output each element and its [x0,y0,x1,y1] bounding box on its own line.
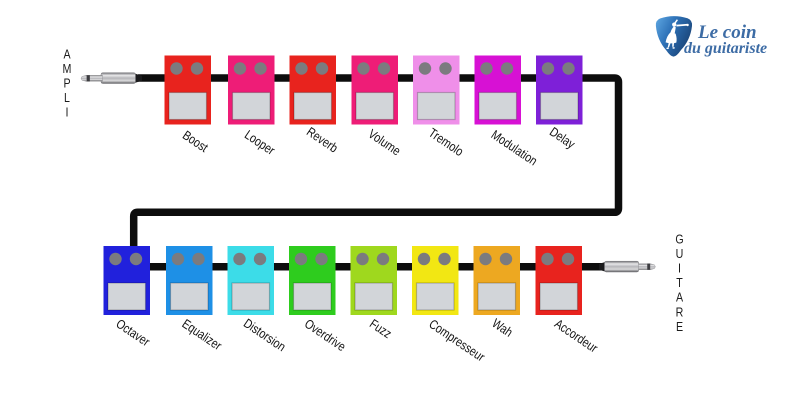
svg-text:R: R [676,304,684,319]
svg-text:A: A [63,46,70,61]
svg-text:I: I [678,261,681,276]
svg-text:Le coin: Le coin [697,22,757,43]
svg-text:A: A [676,290,683,305]
svg-text:P: P [63,75,70,90]
svg-text:du guitariste: du guitariste [684,40,767,57]
svg-text:U: U [676,246,684,261]
svg-text:L: L [64,90,70,105]
svg-text:I: I [66,104,69,119]
svg-text:M: M [63,61,72,76]
svg-text:G: G [675,231,683,246]
svg-text:E: E [676,319,683,334]
svg-text:T: T [676,275,683,290]
